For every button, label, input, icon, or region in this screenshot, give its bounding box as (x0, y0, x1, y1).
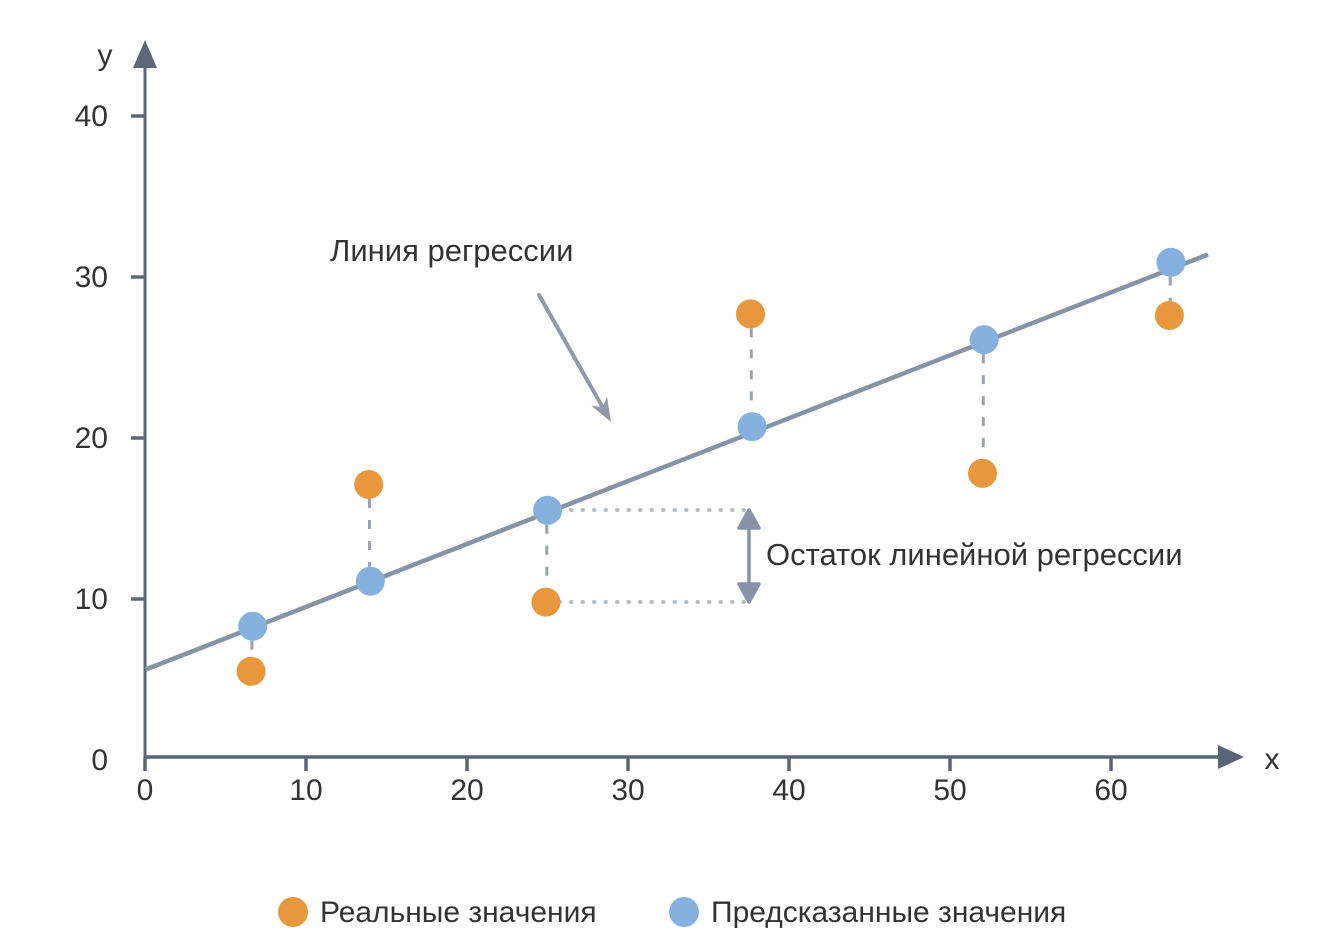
svg-text:40: 40 (75, 100, 108, 133)
svg-text:Реальные значения: Реальные значения (320, 896, 597, 929)
svg-text:20: 20 (75, 422, 108, 455)
svg-text:30: 30 (611, 774, 644, 807)
svg-text:0: 0 (137, 774, 154, 807)
svg-text:40: 40 (772, 774, 805, 807)
svg-text:30: 30 (75, 261, 108, 294)
svg-text:50: 50 (933, 774, 966, 807)
svg-text:60: 60 (1094, 774, 1127, 807)
svg-text:Предсказанные значения: Предсказанные значения (711, 896, 1066, 929)
svg-text:10: 10 (75, 583, 108, 616)
svg-text:Остаток линейной регрессии: Остаток линейной регрессии (766, 537, 1183, 572)
svg-text:x: x (1265, 743, 1280, 776)
svg-text:20: 20 (450, 774, 483, 807)
svg-text:10: 10 (289, 774, 322, 807)
svg-text:0: 0 (91, 744, 108, 777)
svg-text:Линия регрессии: Линия регрессии (330, 233, 573, 268)
svg-text:y: y (98, 39, 113, 72)
